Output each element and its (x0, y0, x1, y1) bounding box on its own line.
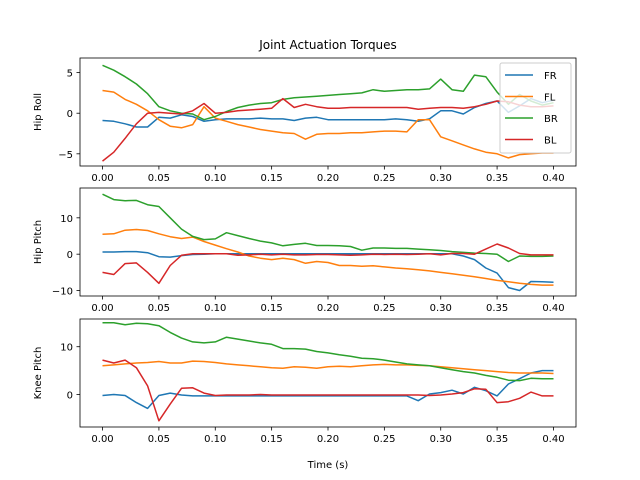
x-tick-label: 0.35 (486, 303, 508, 314)
subplot-3: 0 10 0.00 0.05 0.10 0.15 0.20 0.25 0.30 0.35 0.40 K… (33, 318, 577, 445)
legend-item: FR (505, 71, 557, 82)
x-tick-label: 0.40 (542, 303, 564, 314)
x-tick-label: 0.05 (148, 303, 170, 314)
y-tick-label: 0 (67, 250, 73, 261)
x-tick-label: 0.15 (261, 173, 283, 184)
x-tick-label: 0.30 (430, 303, 452, 314)
subplot-2: −10 0 10 0.00 0.05 0.10 0.15 0.20 0.25 0.30 0.35 0.… (33, 187, 577, 314)
x-tick-label: 0.20 (317, 434, 339, 445)
legend-label: FR (544, 71, 557, 82)
x-tick-label: 0.35 (486, 434, 508, 445)
y-tick-label: −10 (52, 287, 73, 298)
series-line-fl (102, 360, 554, 375)
legend-item: BL (505, 136, 557, 147)
legend-item: FL (505, 93, 556, 104)
x-tick-label: 0.00 (91, 434, 113, 445)
x-tick-label: 0.35 (486, 173, 508, 184)
plot-frame (79, 187, 577, 297)
legend-label: BR (544, 114, 558, 125)
y-tick-label: 5 (67, 69, 73, 80)
subplot-1: −5 0 5 0.00 0.05 0.10 0.15 0.20 0.25 0.30 0.35 0.40… (33, 57, 577, 184)
x-tick-label: 0.00 (91, 303, 113, 314)
series-line-fr (102, 250, 554, 292)
x-tick-label: 0.25 (373, 173, 395, 184)
y-axis-label: Hip Roll (33, 93, 44, 131)
series-line-br (102, 193, 554, 263)
plot-frame (79, 318, 577, 428)
y-tick-label: 0 (67, 109, 73, 120)
chart-title: Joint Actuation Torques (258, 38, 397, 52)
plot-frame (79, 57, 577, 167)
x-tick-label: 0.15 (261, 434, 283, 445)
x-tick-label: 0.10 (204, 173, 226, 184)
series-line-fl (102, 89, 554, 159)
x-tick-label: 0.15 (261, 303, 283, 314)
x-tick-label: 0.25 (373, 434, 395, 445)
x-tick-label: 0.30 (430, 173, 452, 184)
x-tick-label: 0.30 (430, 434, 452, 445)
y-tick-label: 10 (60, 343, 73, 354)
y-tick-label: −5 (58, 150, 73, 161)
x-tick-label: 0.20 (317, 173, 339, 184)
legend-label: BL (544, 136, 557, 147)
x-tick-label: 0.20 (317, 303, 339, 314)
y-tick-label: 0 (67, 391, 73, 402)
x-tick-label: 0.25 (373, 303, 395, 314)
x-tick-label: 0.05 (148, 173, 170, 184)
series-line-bl (102, 243, 554, 285)
legend-box (499, 62, 572, 154)
x-tick-label: 0.10 (204, 434, 226, 445)
x-tick-label: 0.10 (204, 303, 226, 314)
y-tick-label: 10 (60, 214, 73, 225)
x-tick-label: 0.40 (542, 434, 564, 445)
x-tick-label: 0.00 (91, 173, 113, 184)
x-tick-label: 0.40 (542, 173, 564, 184)
legend-label: FL (544, 93, 556, 104)
series-line-bl (102, 359, 554, 422)
y-axis-label: Hip Pitch (33, 220, 44, 264)
x-tick-label: 0.05 (148, 434, 170, 445)
series-line-bl (102, 97, 554, 162)
series-line-fl (102, 228, 554, 286)
series-line-br (102, 64, 554, 121)
series-line-br (102, 322, 554, 382)
x-axis-label: Time (s) (307, 460, 349, 471)
y-axis-label: Knee Pitch (33, 347, 44, 400)
subplots-container: −5 0 5 0.00 0.05 0.10 0.15 0.20 0.25 0.30 0.35 0.40… (33, 57, 577, 445)
legend: FR FL BR BL (499, 62, 572, 154)
legend-item: BR (505, 114, 558, 125)
